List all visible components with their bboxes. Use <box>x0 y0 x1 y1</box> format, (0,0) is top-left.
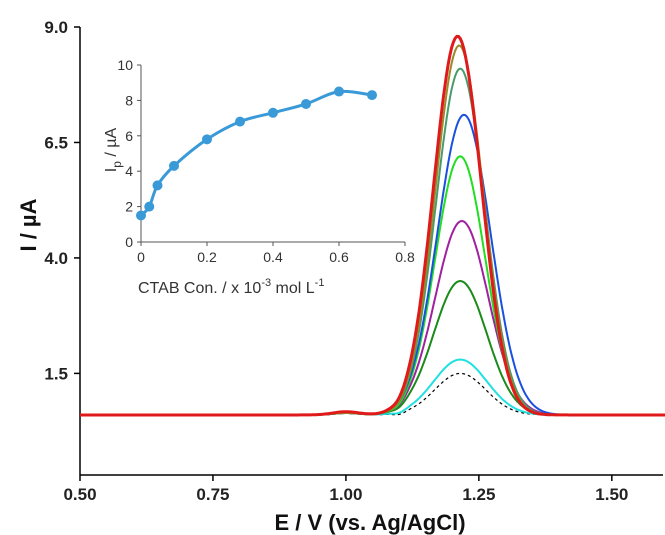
inset-data-point <box>202 134 212 145</box>
main-x-tick-label: 0.50 <box>63 485 96 504</box>
inset-series-line <box>139 89 373 217</box>
main-x-ticks: 0.50 0.75 1.00 1.25 1.50 <box>63 475 628 504</box>
inset-y-ticks: 0 2 4 6 8 10 <box>117 57 141 250</box>
inset-x-tick-label: 0 <box>137 249 145 265</box>
inset-y-tick-label: 10 <box>117 57 133 73</box>
inset-data-point <box>268 107 278 118</box>
inset-y-tick-label: 0 <box>125 234 133 250</box>
inset-x-axis-title: CTAB Con. / x 10-3 mol L-1 <box>138 277 324 297</box>
inset-plot: 0 0.2 0.4 0.6 0.8 0 2 4 6 8 10 <box>117 57 415 265</box>
inset-y-tick-label: 8 <box>125 92 133 108</box>
voltammogram-curve <box>80 358 665 416</box>
main-x-tick-label: 1.25 <box>462 485 495 504</box>
inset-y-axis-title: Ip / µA <box>103 127 124 172</box>
inset-data-point <box>136 210 146 221</box>
inset-curve <box>139 89 373 217</box>
inset-data-point <box>144 201 155 212</box>
inset-x-tick-label: 0.4 <box>263 249 283 265</box>
voltammogram-curve <box>80 219 665 416</box>
inset-data-point <box>367 90 377 101</box>
main-x-axis-title: E / V (vs. Ag/AgCl) <box>274 510 465 535</box>
main-y-tick-label: 9.0 <box>44 18 68 37</box>
main-y-tick-label: 4.0 <box>44 249 68 268</box>
voltammogram-curve <box>80 44 665 416</box>
voltammogram-curve <box>80 279 665 416</box>
inset-y-tick-label: 2 <box>125 199 133 215</box>
inset-points <box>136 86 377 221</box>
inset-x-ticks: 0 0.2 0.4 0.6 0.8 <box>137 242 415 265</box>
main-plot: 0.50 0.75 1.00 1.25 1.50 1.5 4.0 6.5 9.0 <box>44 18 665 504</box>
inset-data-point <box>301 98 311 109</box>
voltammogram-curve <box>80 113 665 416</box>
voltammogram-curve <box>80 372 665 416</box>
main-x-tick-label: 0.75 <box>196 485 229 504</box>
main-y-tick-label: 6.5 <box>44 133 68 152</box>
main-y-ticks: 1.5 4.0 6.5 9.0 <box>44 18 80 383</box>
main-y-tick-label: 1.5 <box>44 364 68 383</box>
inset-x-tick-label: 0.8 <box>395 249 415 265</box>
inset-data-point <box>169 160 179 171</box>
main-y-axis-title: I / µA <box>16 198 41 251</box>
main-curves <box>80 34 665 417</box>
inset-y-tick-label: 4 <box>125 163 133 179</box>
inset-y-tick-label: 6 <box>125 128 133 144</box>
voltammogram-curve <box>80 34 665 417</box>
main-x-tick-label: 1.50 <box>595 485 628 504</box>
inset-x-tick-label: 0.6 <box>329 249 349 265</box>
inset-x-tick-label: 0.2 <box>197 249 217 265</box>
main-x-tick-label: 1.00 <box>329 485 362 504</box>
inset-data-point <box>152 180 163 191</box>
inset-data-point <box>235 116 245 127</box>
inset-data-point <box>334 86 344 97</box>
